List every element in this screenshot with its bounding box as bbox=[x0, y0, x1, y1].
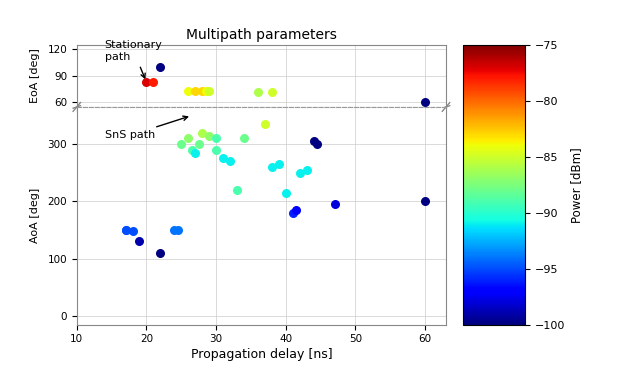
Point bbox=[260, 121, 270, 127]
Point bbox=[183, 88, 193, 94]
Title: Multipath parameters: Multipath parameters bbox=[186, 28, 337, 42]
Point bbox=[190, 150, 200, 156]
Point bbox=[176, 141, 186, 147]
Point bbox=[127, 228, 138, 234]
Point bbox=[187, 147, 197, 153]
Point bbox=[312, 141, 323, 147]
Point bbox=[253, 89, 263, 95]
Y-axis label: EoA [deg]: EoA [deg] bbox=[30, 48, 40, 103]
X-axis label: Propagation delay [ns]: Propagation delay [ns] bbox=[191, 348, 332, 361]
Point bbox=[420, 100, 430, 106]
Point bbox=[141, 79, 152, 85]
Point bbox=[156, 250, 166, 256]
Point bbox=[211, 147, 221, 153]
Text: SnS path: SnS path bbox=[105, 116, 188, 140]
Point bbox=[232, 187, 242, 193]
Point bbox=[204, 132, 214, 138]
Point bbox=[308, 138, 319, 144]
Point bbox=[193, 141, 204, 147]
Point bbox=[291, 207, 301, 213]
Point bbox=[218, 156, 228, 162]
Point bbox=[420, 198, 430, 204]
Point bbox=[330, 201, 340, 207]
Point bbox=[183, 135, 193, 141]
Point bbox=[225, 158, 235, 164]
Point bbox=[239, 135, 249, 141]
Point bbox=[274, 161, 284, 167]
Point bbox=[200, 88, 211, 94]
Y-axis label: AoA [deg]: AoA [deg] bbox=[30, 188, 40, 243]
Point bbox=[148, 79, 159, 85]
Point bbox=[197, 130, 207, 136]
Point bbox=[204, 88, 214, 94]
Point bbox=[134, 238, 145, 244]
Point bbox=[156, 64, 166, 70]
Point bbox=[294, 170, 305, 176]
Point bbox=[120, 227, 131, 233]
Y-axis label: Power [dBm]: Power [dBm] bbox=[570, 147, 584, 223]
Text: Stationary
path: Stationary path bbox=[105, 40, 163, 78]
Point bbox=[169, 227, 179, 233]
Point bbox=[281, 190, 291, 196]
Point bbox=[197, 88, 207, 94]
Point bbox=[301, 167, 312, 173]
Point bbox=[287, 210, 298, 216]
Point bbox=[267, 89, 277, 95]
Point bbox=[211, 135, 221, 141]
Point bbox=[190, 88, 200, 94]
Point bbox=[120, 227, 131, 233]
Point bbox=[173, 227, 183, 233]
Point bbox=[267, 164, 277, 170]
